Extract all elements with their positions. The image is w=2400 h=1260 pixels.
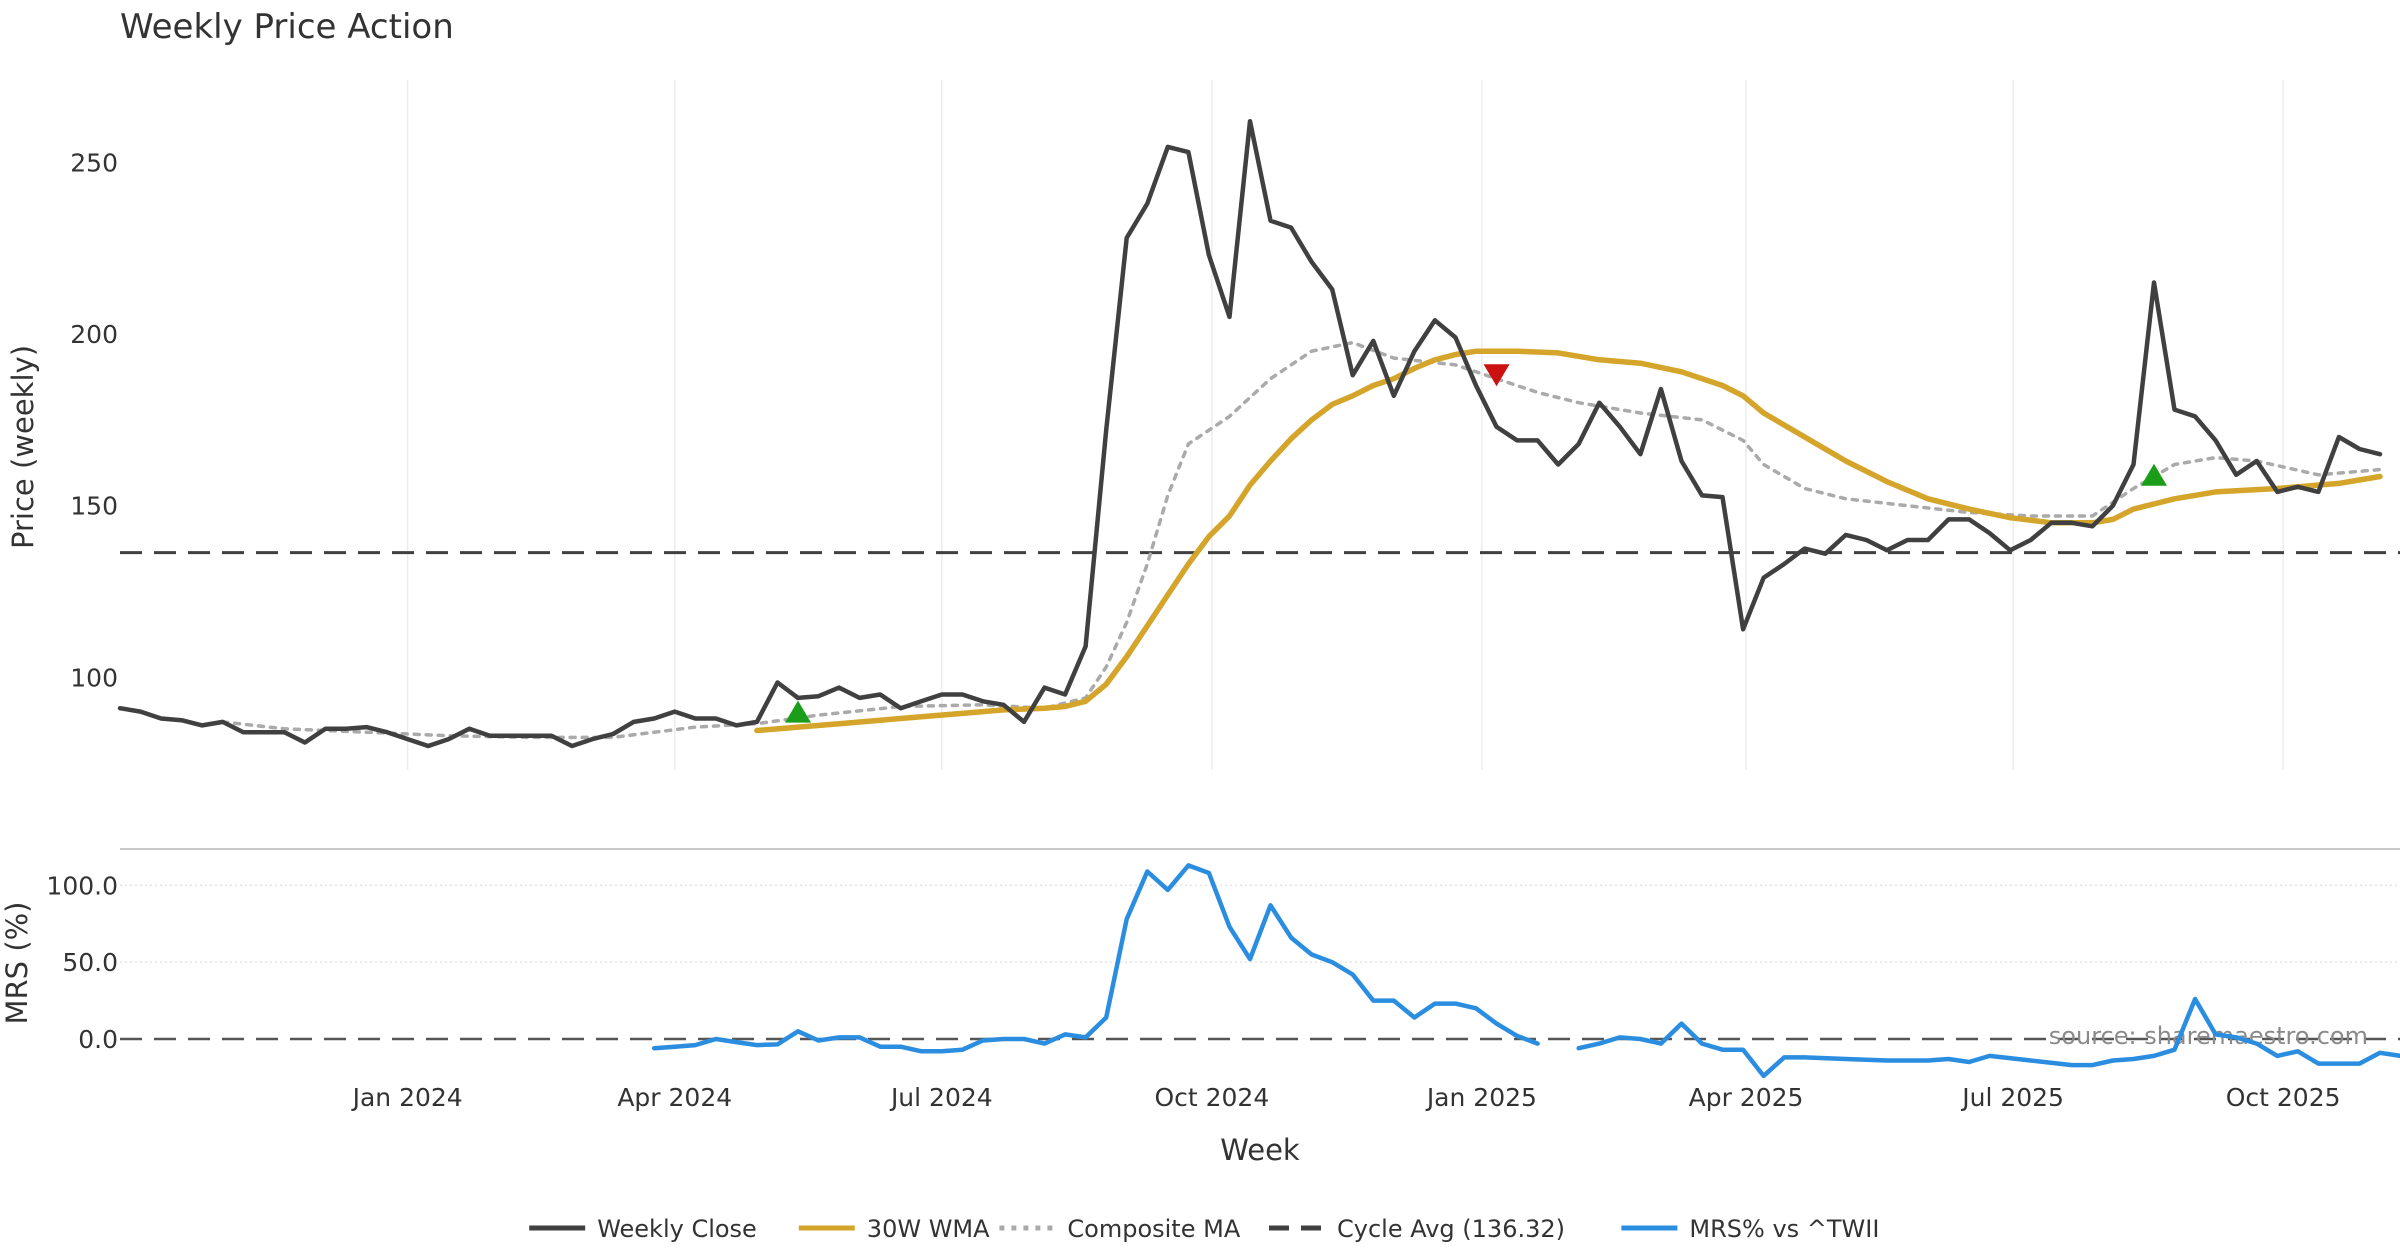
weekly-close-line — [117, 118, 2383, 749]
legend-label: Cycle Avg (136.32) — [1337, 1215, 1565, 1243]
x-axis-ticks: Jan 2024 Apr 2024 Jul 2024 Oct 2024 Jan 2025… — [351, 1083, 2341, 1112]
legend: Weekly Close 30W WMA Composite MA Cycle Avg… — [529, 1215, 1879, 1243]
x-tick-label: Apr 2025 — [1689, 1083, 1804, 1112]
mrs-line-segment — [651, 863, 1540, 1054]
mrs-line-segment — [1576, 996, 2400, 1079]
x-tick-label: Oct 2024 — [1154, 1083, 1269, 1112]
mrs-y-axis-ticks: 0.0 50.0 100.0 — [46, 871, 118, 1054]
price-y-tick-label: 250 — [70, 148, 118, 177]
x-tick-label: Jul 2024 — [889, 1083, 993, 1112]
30w-wma-line — [754, 348, 2383, 734]
price-y-tick-label: 100 — [70, 663, 118, 692]
legend-label: Weekly Close — [597, 1215, 757, 1243]
mrs-y-axis-label: MRS (%) — [0, 902, 34, 1025]
x-tick-label: Jan 2025 — [1425, 1083, 1537, 1112]
price-y-tick-label: 150 — [70, 492, 118, 521]
signal-markers — [785, 364, 2167, 723]
price-y-axis-label: Price (weekly) — [6, 345, 40, 549]
price-y-axis-ticks: 100 150 200 250 — [70, 148, 118, 692]
x-tick-label: Jul 2025 — [1960, 1083, 2064, 1112]
source-annotation: source: sharemaestro.com — [2049, 1022, 2368, 1050]
x-axis-label: Week — [1220, 1133, 1300, 1167]
x-tick-label: Jan 2024 — [351, 1083, 463, 1112]
mrs-y-tick-label: 0.0 — [78, 1025, 118, 1054]
buy-signal-marker — [785, 700, 811, 723]
legend-label: 30W WMA — [867, 1215, 990, 1243]
buy-signal-marker — [2141, 463, 2167, 486]
mrs-series — [651, 863, 2400, 1079]
mrs-y-tick-label: 100.0 — [46, 871, 118, 900]
x-tick-label: Apr 2024 — [617, 1083, 732, 1112]
x-tick-label: Oct 2025 — [2226, 1083, 2341, 1112]
sell-signal-marker — [1483, 364, 1510, 387]
composite-ma-line — [220, 340, 2382, 740]
mrs-y-tick-label: 50.0 — [62, 948, 118, 977]
legend-label: MRS% vs ^TWII — [1689, 1215, 1879, 1243]
price-panel-grid — [406, 80, 2284, 770]
chart-title: Weekly Price Action — [120, 7, 454, 47]
legend-label: Composite MA — [1067, 1215, 1240, 1243]
price-series — [117, 118, 2383, 749]
mrs-panel-grid — [120, 884, 2400, 963]
price-y-tick-label: 200 — [70, 320, 118, 349]
